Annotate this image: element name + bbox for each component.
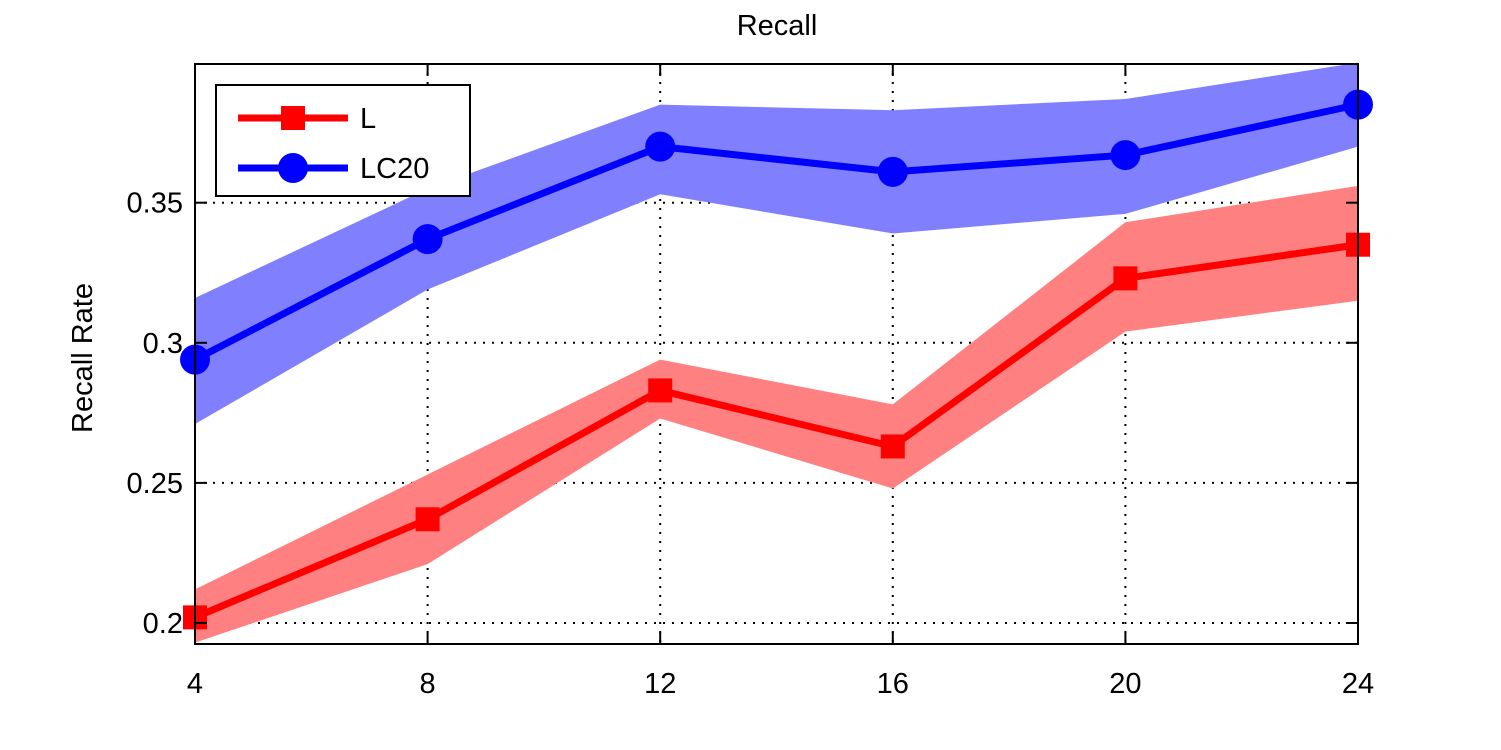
x-tick-label: 24 (1342, 668, 1374, 700)
confidence-bands (195, 62, 1358, 643)
y-tick-label: 0.25 (127, 468, 183, 500)
x-tick-label: 16 (877, 668, 909, 700)
marker-lc20 (877, 156, 908, 187)
legend: L LC20 (215, 84, 471, 197)
chart-title: Recall (737, 10, 818, 42)
series-line-lc20 (193, 101, 1359, 363)
y-tick-label: 0.35 (127, 188, 183, 220)
legend-label-l: L (360, 103, 376, 135)
marker-lc20 (1110, 140, 1141, 171)
legend-box (215, 84, 471, 197)
y-tick-label: 0.3 (143, 328, 183, 360)
y-axis-label: Recall Rate (67, 283, 99, 433)
marker-l (648, 378, 673, 403)
legend-label-lc20: LC20 (360, 153, 429, 185)
x-tick-label: 8 (420, 668, 436, 700)
x-tick-label: 4 (187, 668, 203, 700)
x-tick-label: 20 (1109, 668, 1141, 700)
marker-l (880, 434, 905, 459)
band-l (195, 185, 1358, 643)
plot-frame (194, 63, 1359, 645)
marker-lc20 (412, 224, 443, 255)
band-lc20 (195, 62, 1358, 425)
tick-labels: 4 8 12 16 20 24 0.2 0.25 0.3 0.35 (127, 188, 1375, 700)
series-line-l (193, 241, 1359, 621)
marker-lc20 (645, 131, 676, 162)
marker-l (1113, 266, 1138, 291)
x-tick-label: 12 (644, 668, 676, 700)
axes-box (194, 63, 1359, 645)
legend-marker-lc20 (278, 153, 308, 183)
marker-l (415, 507, 440, 532)
legend-marker-l (281, 106, 305, 130)
y-tick-label: 0.2 (143, 608, 183, 640)
